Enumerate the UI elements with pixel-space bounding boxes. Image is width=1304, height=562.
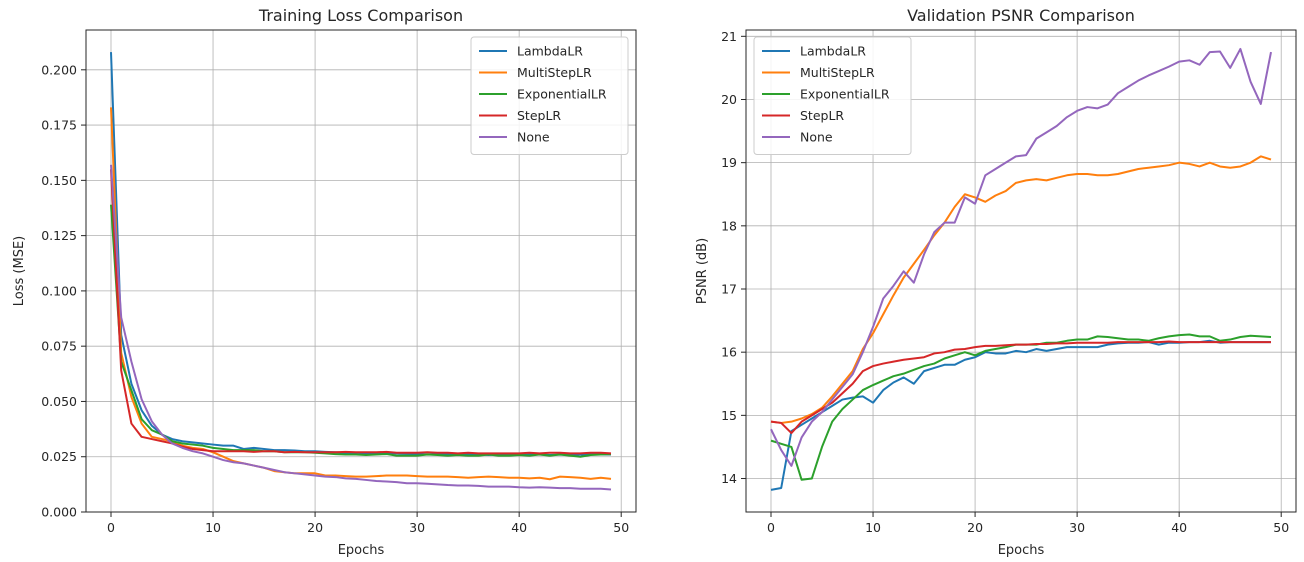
psnr-plot-frame (745, 29, 1297, 513)
psnr-xtick-label-2: 20 (967, 520, 983, 535)
loss-ytick-label-7: 0.175 (41, 118, 77, 133)
psnr-legend-label-none: None (800, 130, 833, 145)
psnr-series (770, 47, 1272, 491)
loss-chart-ylabel: Loss (MSE) (12, 236, 27, 306)
loss-xtick-label-4: 40 (511, 520, 527, 535)
loss-line-exponentiallr (110, 204, 612, 458)
psnr-xtick-label-0: 0 (767, 520, 775, 535)
psnr-xtick-label-4: 40 (1171, 520, 1187, 535)
loss-ytick-label-4: 0.100 (41, 283, 77, 298)
loss-legend-box (470, 36, 629, 155)
psnr-line-none (770, 47, 1272, 467)
loss-xtick-label-5: 50 (613, 520, 629, 535)
loss-xtick-label-0: 0 (107, 520, 115, 535)
psnr-xtick-label-3: 30 (1069, 520, 1085, 535)
psnr-ytick-label-4: 18 (721, 218, 737, 233)
psnr-chart-xlabel: Epochs (998, 543, 1045, 558)
loss-legend-label-none: None (517, 130, 550, 145)
loss-ytick-label-8: 0.200 (41, 62, 77, 77)
loss-chart: Training Loss Comparison Epochs Loss (MS… (12, 6, 637, 558)
loss-line-steplr (110, 169, 612, 455)
psnr-chart-title: Validation PSNR Comparison (907, 6, 1135, 25)
psnr-xtick-label-1: 10 (865, 520, 881, 535)
psnr-line-multisteplr (770, 155, 1272, 424)
loss-legend-label-exponentiallr: ExponentialLR (517, 87, 607, 102)
loss-legend-label-lambdalr: LambdaLR (517, 44, 583, 59)
psnr-line-steplr (770, 340, 1271, 435)
loss-ticks: 0 10 20 30 40 50 0.000 0.025 0.050 0.075 0.100 0.12… (41, 62, 629, 535)
loss-plot-frame (85, 29, 637, 513)
loss-legend-label-multisteplr: MultiStepLR (517, 65, 592, 80)
loss-chart-xlabel: Epochs (338, 543, 385, 558)
loss-xtick-label-3: 30 (409, 520, 425, 535)
loss-ytick-label-5: 0.125 (41, 228, 77, 243)
loss-ytick-label-0: 0.000 (41, 505, 77, 520)
loss-line-none (110, 164, 612, 491)
loss-chart-title: Training Loss Comparison (258, 6, 463, 25)
loss-line-multisteplr (110, 107, 612, 481)
psnr-legend-box (753, 36, 912, 155)
loss-xtick-label-1: 10 (205, 520, 221, 535)
psnr-line-exponentiallr (770, 333, 1272, 481)
loss-legend: LambdaLR MultiStepLR ExponentialLR StepLR No… (470, 36, 629, 155)
loss-ytick-label-6: 0.150 (41, 173, 77, 188)
psnr-legend-label-multisteplr: MultiStepLR (800, 65, 875, 80)
psnr-ytick-label-3: 17 (721, 282, 737, 297)
psnr-ytick-label-2: 16 (721, 345, 737, 360)
psnr-ticks: 0 10 20 30 40 50 14 15 16 17 18 19 20 21 (721, 29, 1289, 535)
loss-ytick-label-2: 0.050 (41, 394, 77, 409)
psnr-legend-label-steplr: StepLR (800, 108, 844, 123)
psnr-ytick-label-6: 20 (721, 92, 737, 107)
psnr-legend: LambdaLR MultiStepLR ExponentialLR StepLR No… (753, 36, 912, 155)
psnr-ytick-label-0: 14 (721, 471, 737, 486)
psnr-ytick-label-1: 15 (721, 408, 737, 423)
loss-ytick-label-3: 0.075 (41, 339, 77, 354)
psnr-legend-label-exponentiallr: ExponentialLR (800, 87, 890, 102)
loss-legend-label-steplr: StepLR (517, 108, 561, 123)
loss-ytick-label-1: 0.025 (41, 449, 77, 464)
psnr-ytick-label-7: 21 (721, 29, 737, 44)
psnr-legend-label-lambdalr: LambdaLR (800, 44, 866, 59)
psnr-ytick-label-5: 19 (721, 155, 737, 170)
loss-series (110, 52, 612, 491)
psnr-xtick-label-5: 50 (1273, 520, 1289, 535)
loss-xtick-label-2: 20 (307, 520, 323, 535)
psnr-chart-ylabel: PSNR (dB) (695, 238, 710, 304)
psnr-chart: Validation PSNR Comparison Epochs PSNR (… (695, 6, 1297, 558)
